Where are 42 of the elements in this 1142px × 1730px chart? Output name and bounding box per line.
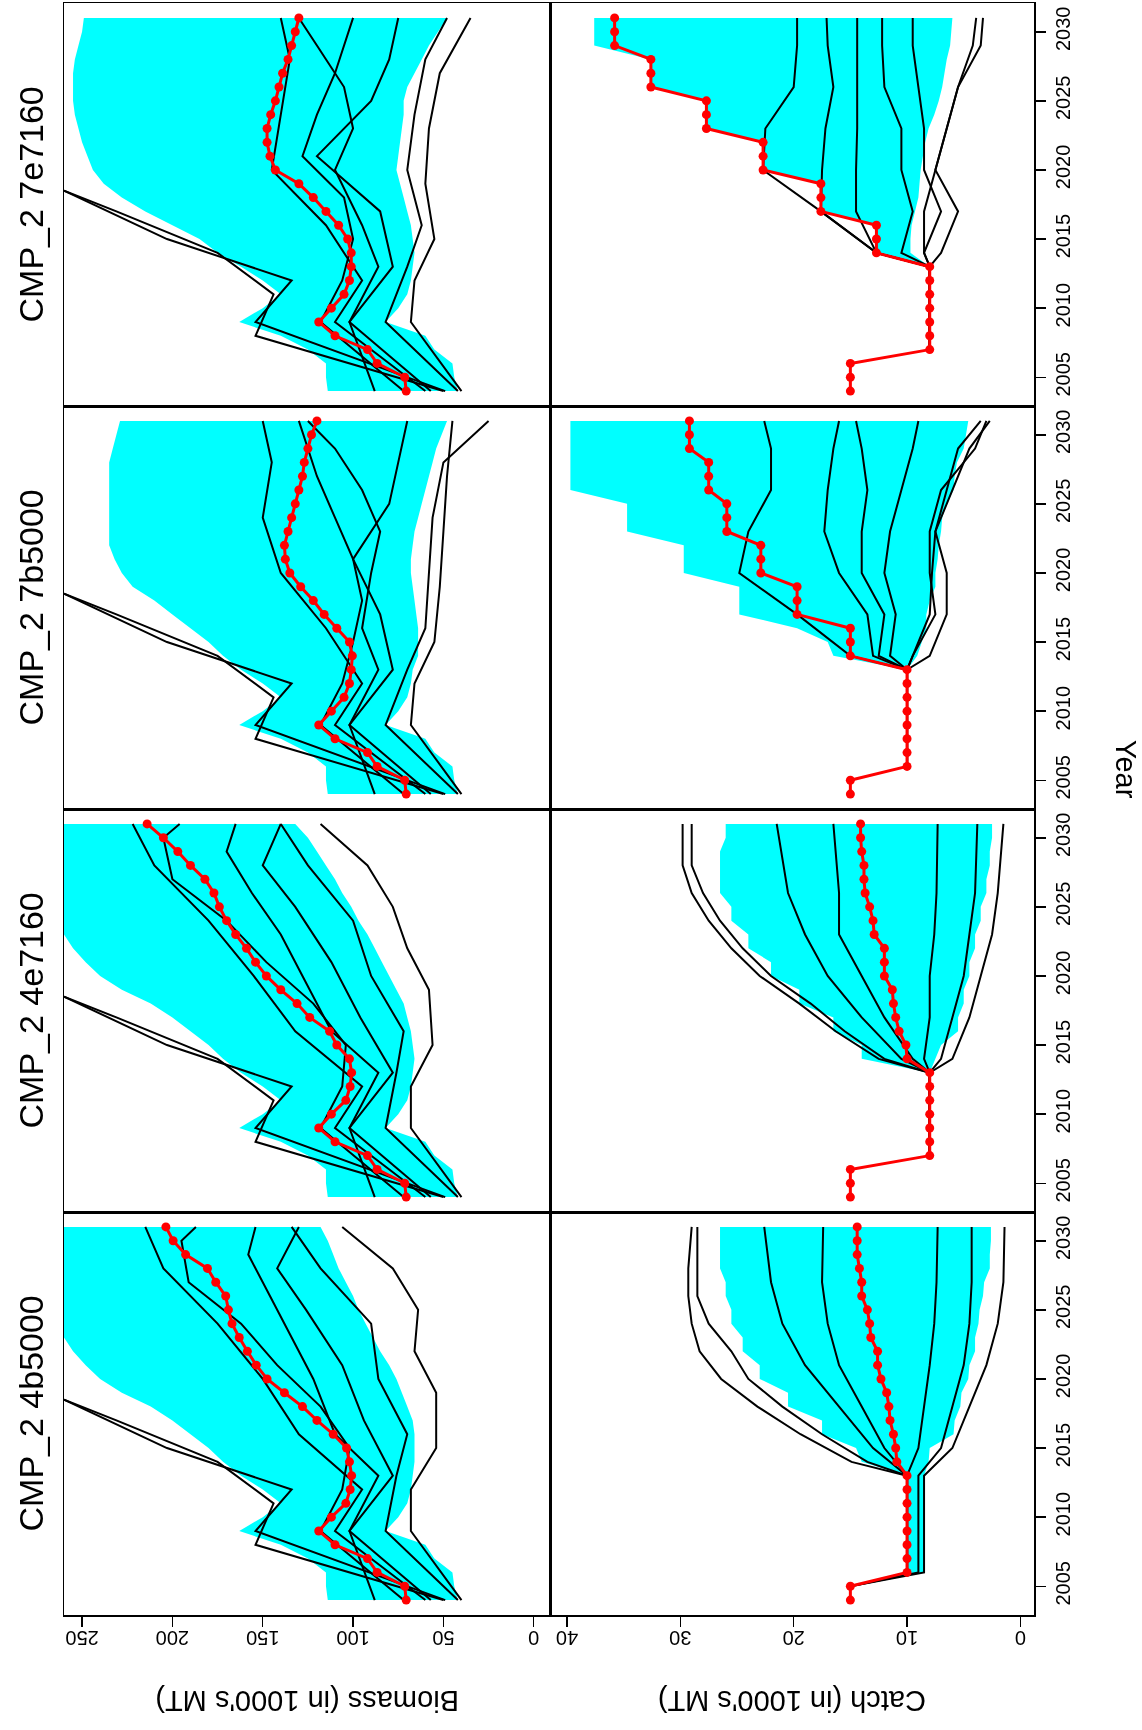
y-tick-label: 2020: [1051, 144, 1074, 190]
y-tick-label: 2010: [1051, 282, 1074, 328]
y-tick-label: 2005: [1051, 352, 1074, 397]
y-tick-label: 2030: [1051, 1215, 1074, 1260]
x-tick-label: 30: [669, 1626, 692, 1649]
y-tick-label: 2025: [1051, 1284, 1074, 1330]
x-tick-label: 250: [65, 1626, 99, 1649]
text: CMP_2 4e7160: [11, 892, 50, 1129]
x-axis-title: Catch (in 1000's MT): [657, 1685, 926, 1717]
x-tick-label: 50: [432, 1626, 455, 1649]
text: CMP_2 7b5000: [11, 489, 50, 726]
y-tick-label: 2025: [1051, 478, 1074, 524]
y-tick-label: 2015: [1051, 616, 1074, 662]
y-tick-label: 2020: [1051, 950, 1074, 996]
text: CMP_2 4b5000: [11, 1295, 50, 1532]
y-axis-title: Year: [1109, 739, 1142, 799]
y-tick-label: 2005: [1051, 1561, 1074, 1606]
y-tick-label: 2030: [1051, 409, 1074, 454]
y-tick-label: 2010: [1051, 1088, 1074, 1134]
y-tick-label: 2005: [1051, 755, 1074, 800]
y-tick-label: 2010: [1051, 1491, 1074, 1537]
y-tick-label: 2020: [1051, 547, 1074, 593]
y-tick-label: 2025: [1051, 881, 1074, 927]
x-tick-label: 150: [246, 1626, 280, 1649]
y-tick-label: 2010: [1051, 685, 1074, 731]
y-tick-label: 2030: [1051, 812, 1074, 857]
y-tick-label: 2015: [1051, 213, 1074, 259]
y-tick-label: 2005: [1051, 1158, 1074, 1203]
y-tick-label: 2025: [1051, 75, 1074, 121]
x-tick-label: 100: [336, 1626, 370, 1649]
y-tick-label: 2020: [1051, 1353, 1074, 1399]
x-tick-label: 20: [782, 1626, 805, 1649]
x-axis-title: Biomass (in 1000's MT): [155, 1685, 459, 1717]
y-tick-label: 2015: [1051, 1019, 1074, 1065]
y-tick-label: 2030: [1051, 6, 1074, 51]
x-tick-label: 10: [895, 1626, 919, 1649]
text: CMP_2 7e7160: [11, 86, 50, 323]
y-tick-label: 2015: [1051, 1422, 1074, 1468]
x-tick-label: 0: [528, 1626, 540, 1649]
x-tick-label: 200: [155, 1626, 190, 1649]
x-tick-label: 40: [555, 1626, 579, 1649]
x-tick-label: 0: [1014, 1626, 1026, 1649]
